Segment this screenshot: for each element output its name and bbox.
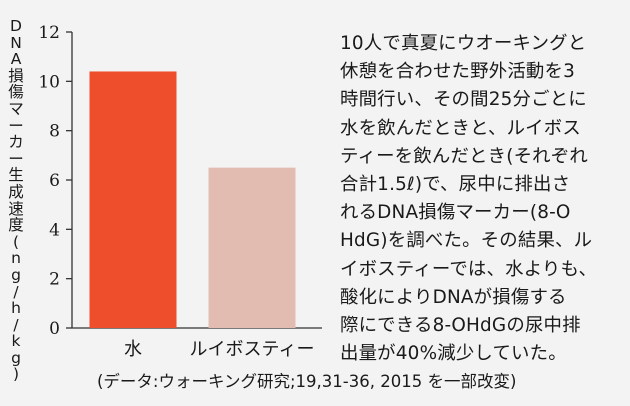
description-line: 酸化によりDNAが損傷する xyxy=(340,286,567,308)
bar-chart: 0 2 4 6 8 10 12 水 ルイボスティー xyxy=(38,23,322,360)
y-axis-label-char: ) xyxy=(12,365,20,384)
y-axis-label-char: A xyxy=(10,50,22,69)
description-line: 10人で真夏にウオーキングと xyxy=(340,33,587,54)
y-axis-label-char: g xyxy=(11,348,21,367)
y-axis-label-char: カ xyxy=(8,133,24,152)
y-axis-label-char: 傷 xyxy=(8,83,24,102)
y-axis-label-char: マ xyxy=(8,99,24,118)
bar-rooibos xyxy=(208,167,296,328)
y-axis-label-char: N xyxy=(10,33,22,52)
description-line: 水を飲んだときと、ルイボス xyxy=(340,117,581,139)
y-axis-label-char: ( xyxy=(12,232,20,251)
y-axis-label-char: / xyxy=(13,282,19,301)
description-text: 10人で真夏にウオーキングと 休憩を合わせた野外活動を3 時間行い、その間25分ごと… xyxy=(340,30,622,368)
y-tick-label: 10 xyxy=(38,72,60,92)
description-line: HdG)を調べた。その結果、ル xyxy=(340,230,593,252)
y-axis-label-char: 成 xyxy=(8,182,24,201)
description-line: イボスティーでは、水よりも、 xyxy=(340,258,598,280)
x-category-label: ルイボスティー xyxy=(190,339,315,360)
y-axis-label-char: g xyxy=(11,265,21,284)
description-line: 際にできる8-OHdGの尿中排 xyxy=(340,315,581,337)
y-tick-label: 0 xyxy=(49,319,60,339)
y-axis-label-char: k xyxy=(11,332,21,351)
y-axis-label-char: 度 xyxy=(8,216,24,235)
description-line: ティーを飲んだとき(それぞれ xyxy=(340,145,588,167)
y-tick-label: 8 xyxy=(49,122,60,142)
description-line: 時間行い、その間25分ごとに xyxy=(340,89,587,111)
y-axis-label-char: D xyxy=(10,17,22,35)
y-axis-label: D N A 損傷マーカー生成速度(n g / h / k g) xyxy=(6,18,26,383)
y-axis-label-char: 生 xyxy=(8,166,24,185)
description-line: 出量が40%減少していた。 xyxy=(340,343,567,365)
y-axis-label-char: 損 xyxy=(8,66,24,85)
y-axis-label-char: n xyxy=(11,249,21,268)
y-axis-label-char: 速 xyxy=(8,199,24,218)
description-line: 休憩を合わせた野外活動を3 xyxy=(340,61,575,83)
y-axis-label-char: ー xyxy=(8,149,24,168)
y-axis-label-char: / xyxy=(13,315,19,334)
y-axis-label-char: h xyxy=(11,299,21,318)
bar-water xyxy=(89,71,177,328)
y-axis-label-char: ー xyxy=(8,116,24,135)
y-tick-label: 6 xyxy=(49,171,60,191)
source-citation: (データ:ウォーキング研究;19,31-36, 2015 を一部改変) xyxy=(97,372,517,391)
y-tick-label: 2 xyxy=(49,270,60,290)
x-category-label: 水 xyxy=(124,339,142,360)
description-line: 合計1.5ℓ)で、尿中に排出さ xyxy=(340,174,571,196)
y-tick-label: 4 xyxy=(49,220,60,240)
description-line: れるDNA損傷マーカー(8-O xyxy=(340,202,571,224)
y-tick-label: 12 xyxy=(38,23,60,43)
